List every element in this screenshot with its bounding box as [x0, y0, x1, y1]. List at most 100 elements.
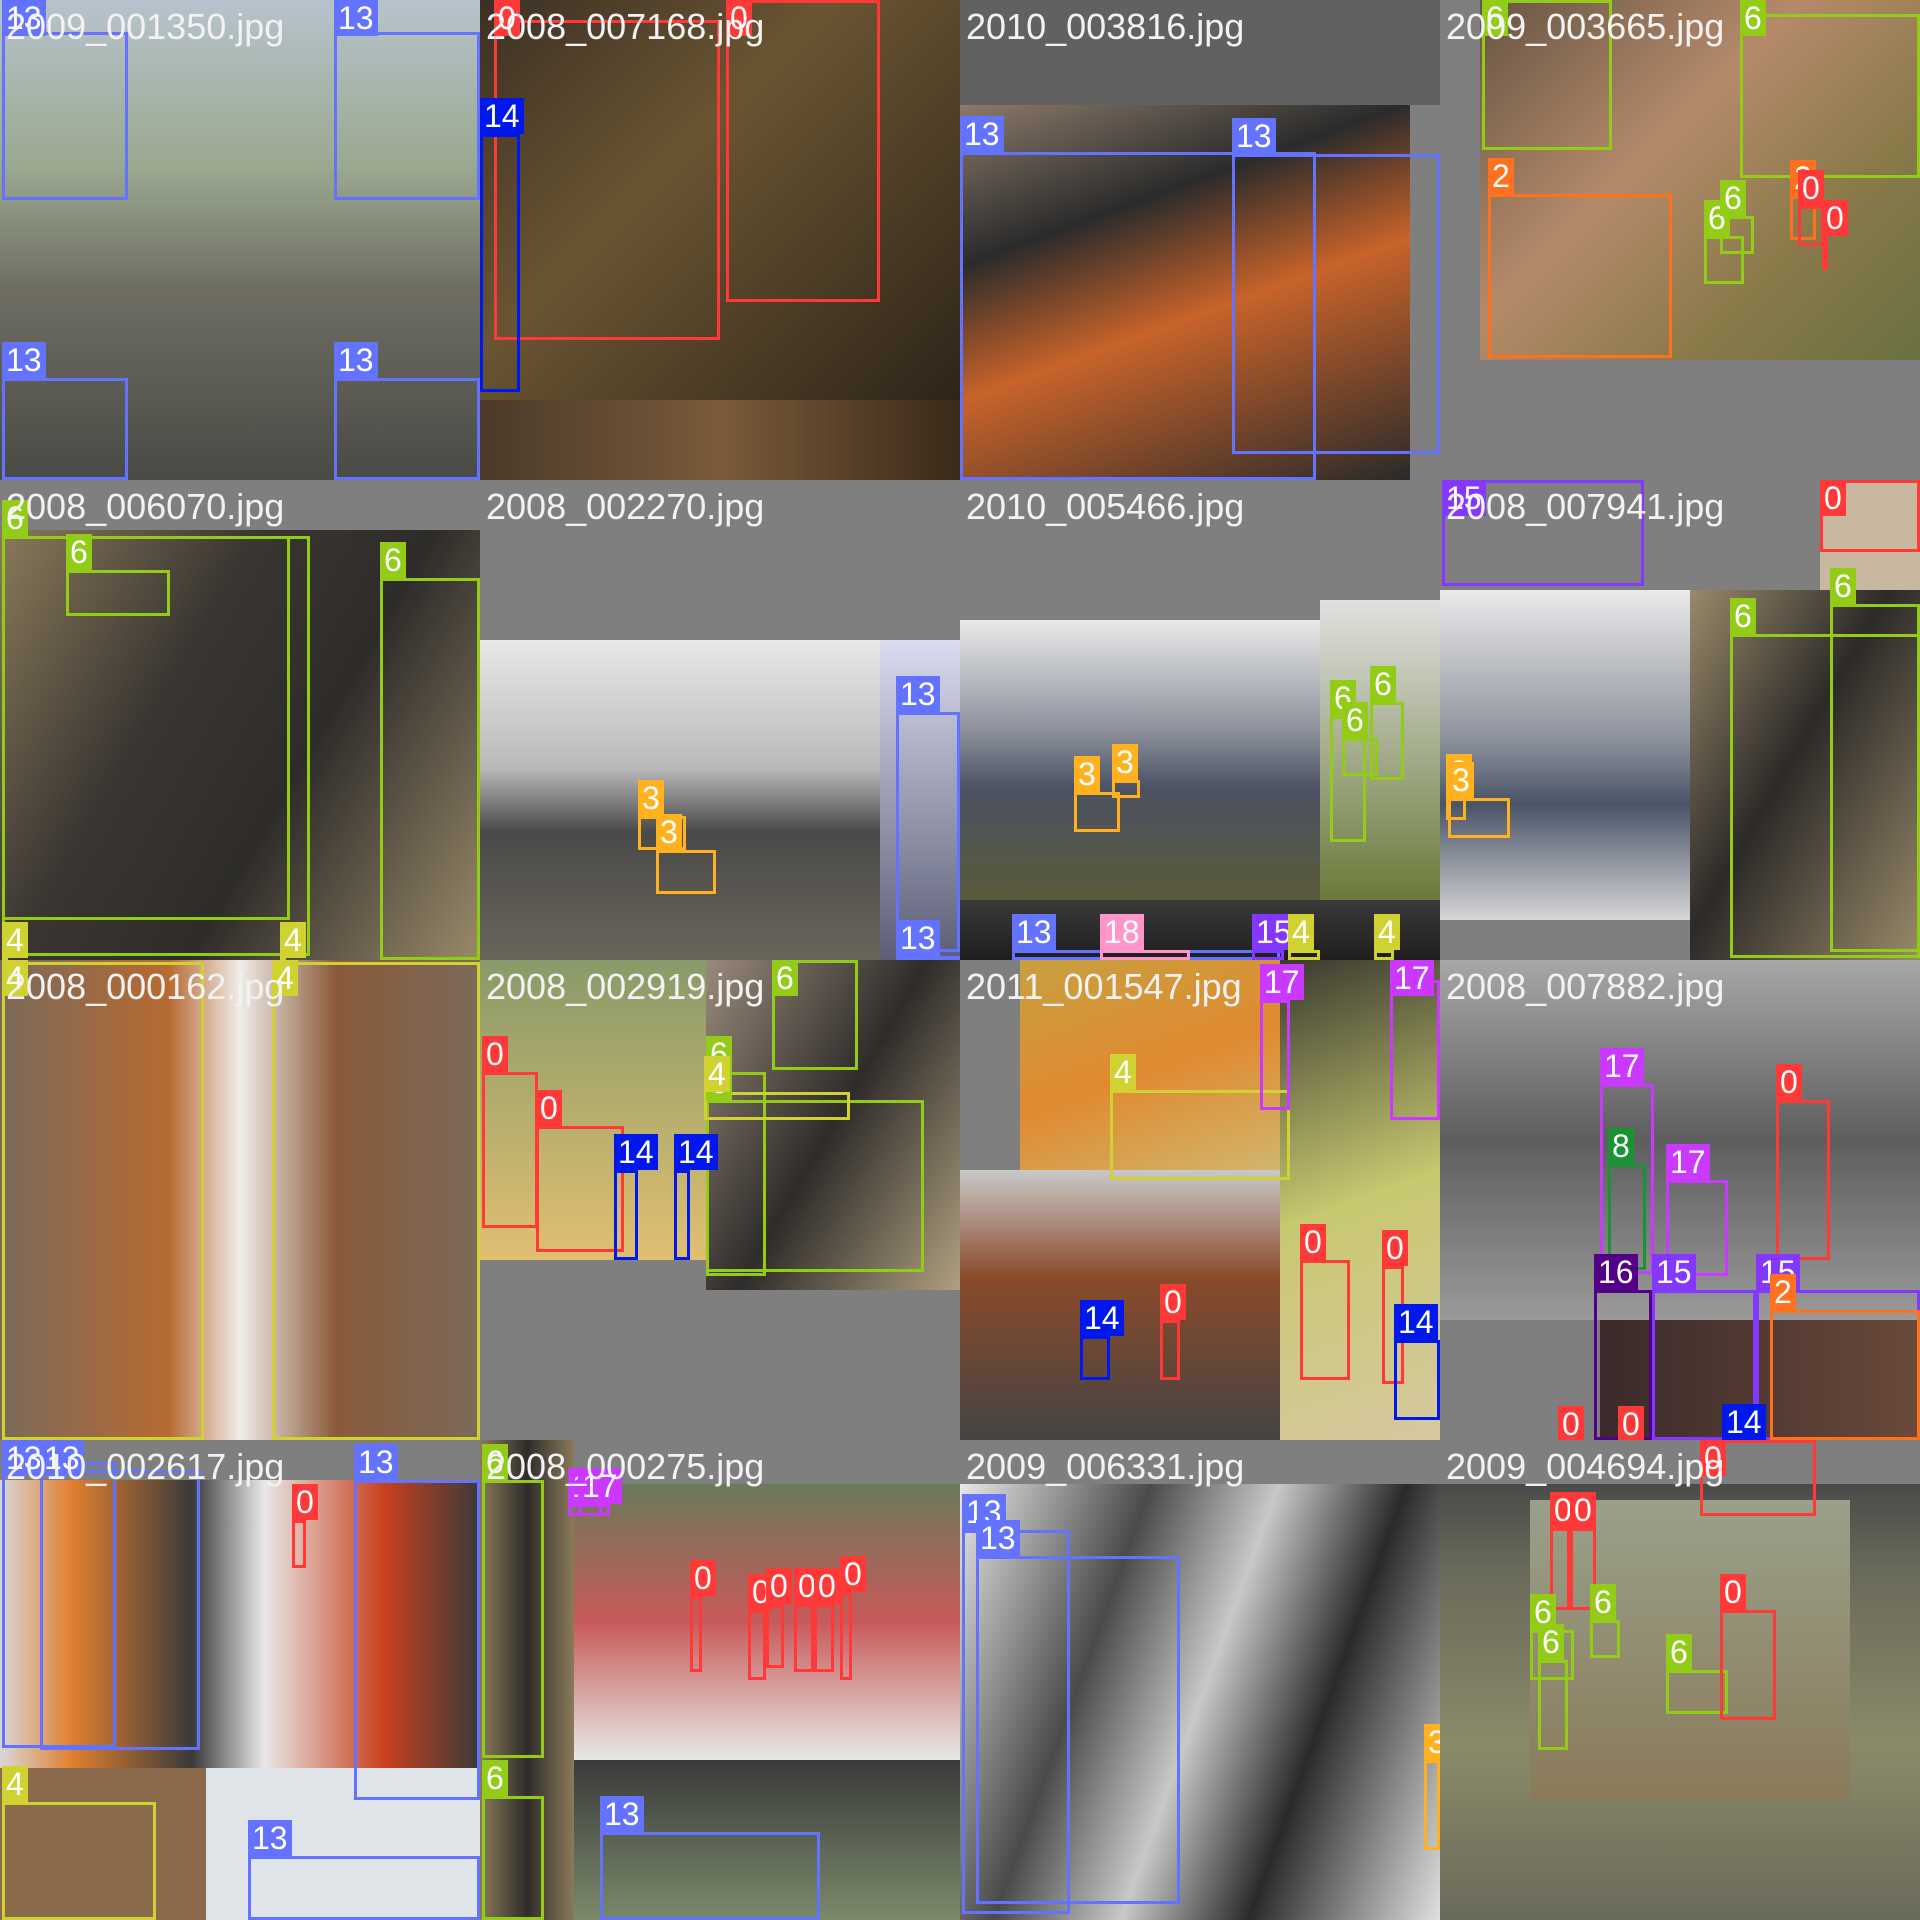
tile-filename: 2010_002617.jpg — [6, 1446, 285, 1487]
tile-filename: 2008_007941.jpg — [1446, 486, 1725, 527]
box-label: 0 — [1820, 480, 1846, 516]
bounding-box-class-0 — [690, 1596, 702, 1672]
mosaic-tile: 13 13 3 2009_006331.jpg — [960, 1440, 1440, 1920]
box-label: 6 — [1740, 0, 1766, 36]
box-label: 17 — [578, 1468, 622, 1504]
box-label: 0 — [1558, 1406, 1584, 1440]
box-label: 3 — [1424, 1724, 1440, 1760]
bounding-box-class-13 — [334, 32, 480, 200]
bounding-box-class-0 — [1720, 1610, 1776, 1720]
box-label: 0 — [482, 1036, 508, 1072]
box-label: 0 — [840, 1556, 866, 1592]
bounding-box-class-13 — [354, 1480, 480, 1800]
box-label: 18 — [1100, 914, 1144, 950]
bounding-box-class-6 — [1666, 1670, 1728, 1714]
box-label: 0 — [292, 1484, 318, 1520]
box-label: 6 — [772, 960, 798, 996]
bounding-box-class-17 — [1390, 980, 1440, 1120]
bounding-box-class-4 — [2, 1802, 156, 1920]
tile-photo — [706, 960, 960, 1290]
box-label: 6 — [380, 542, 406, 578]
tile-filename: 2008_000162.jpg — [6, 966, 285, 1007]
bounding-box-class-6 — [1730, 634, 1920, 958]
bounding-box-class-0 — [494, 20, 720, 340]
box-label: 13 — [248, 1820, 292, 1856]
bounding-box-class-0 — [726, 0, 880, 302]
bounding-box-class-6 — [1590, 1620, 1620, 1658]
box-label: 6 — [1342, 702, 1368, 738]
box-label: 4 — [272, 960, 298, 996]
bounding-box-class-0 — [482, 1072, 538, 1228]
box-label: 6 — [1720, 180, 1746, 216]
tile-filename: 2010_003816.jpg — [966, 6, 1245, 47]
box-label: 14 — [1080, 1300, 1124, 1336]
bounding-box-class-6 — [1342, 738, 1378, 776]
tile-filename: 2008_007882.jpg — [1446, 966, 1725, 1007]
box-label: 0 — [1776, 1064, 1802, 1100]
bounding-box-class-17 — [1260, 1000, 1290, 1110]
bounding-box-class-3 — [1424, 1760, 1440, 1850]
tile-photo — [574, 1760, 960, 1920]
tile-photo — [0, 1480, 480, 1768]
bounding-box-class-2 — [1770, 1310, 1920, 1440]
box-label: 6 — [1370, 666, 1396, 702]
bounding-box-class-0 — [292, 1520, 306, 1568]
box-label: 6 — [1538, 1624, 1564, 1660]
bounding-box-class-4 — [2, 958, 8, 960]
box-label: 4 — [1374, 914, 1400, 950]
bounding-box-class-6 — [1370, 702, 1404, 780]
tile-photo — [480, 400, 960, 480]
tile-photo — [0, 1768, 206, 1920]
tile-filename: 2008_002919.jpg — [486, 966, 765, 1007]
box-label: 6 — [482, 1444, 508, 1480]
box-label: 15 — [1652, 1254, 1696, 1290]
box-label: 0 — [1822, 200, 1848, 236]
mosaic-tile: 6666442008_006070.jpg — [0, 480, 480, 960]
mosaic-tile: 00141466642008_002919.jpg — [480, 960, 960, 1440]
box-label: 14 — [674, 1134, 718, 1170]
box-label: 13 — [1012, 914, 1056, 950]
box-label: 0 — [1160, 1284, 1186, 1320]
tile-photo — [960, 105, 1410, 480]
bounding-box-class-6 — [1538, 1660, 1568, 1750]
tile-filename: 2009_001350.jpg — [6, 6, 285, 47]
tile-filename: 2009_003665.jpg — [1446, 6, 1725, 47]
bounding-box-class-4 — [1374, 950, 1394, 960]
box-label: 13 — [354, 1444, 398, 1480]
tile-filename: 2009_006331.jpg — [966, 1446, 1245, 1487]
bounding-box-class-17 — [1666, 1180, 1728, 1276]
tile-photo — [1690, 590, 1920, 960]
box-label: 2 — [1488, 158, 1514, 194]
bounding-box-class-13 — [40, 1470, 200, 1750]
box-label: 0 — [1618, 1406, 1644, 1440]
box-label: 0 — [1700, 1440, 1726, 1476]
bounding-box-class-13 — [896, 956, 960, 960]
bounding-box-class-0 — [1160, 1320, 1180, 1380]
bounding-box-class-0 — [1820, 480, 1920, 552]
box-label: 13 — [2, 1440, 46, 1476]
bounding-box-class-4 — [280, 958, 286, 960]
bounding-box-class-3 — [656, 850, 716, 894]
bounding-box-class-0 — [814, 1604, 834, 1672]
tile-filename: 2008_002270.jpg — [486, 486, 765, 527]
box-label: 3 — [1112, 744, 1138, 780]
bounding-box-class-14 — [480, 134, 520, 392]
bounding-box-class-18 — [1100, 950, 1190, 960]
box-label: 14 — [614, 1134, 658, 1170]
box-label: 6 — [1704, 200, 1730, 236]
tile-filename: 2008_000275.jpg — [486, 1446, 765, 1487]
bounding-box-class-0 — [1700, 1440, 1816, 1516]
box-label: 13 — [976, 1520, 1020, 1556]
bounding-box-class-4 — [704, 1092, 850, 1120]
mosaic-tile: 13 13 13 13 2009_001350.jpg — [0, 0, 480, 480]
bounding-box-class-13 — [896, 712, 960, 952]
bounding-box-class-13 — [334, 378, 480, 480]
box-label: 17 — [1390, 960, 1434, 996]
bounding-box-class-0 — [1798, 206, 1824, 246]
box-label: 13 — [334, 0, 378, 36]
bounding-box-class-6 — [482, 1796, 544, 1920]
box-label: 13 — [600, 1796, 644, 1832]
bounding-box-class-0 — [536, 1126, 624, 1252]
box-label: 4 — [2, 1766, 28, 1802]
